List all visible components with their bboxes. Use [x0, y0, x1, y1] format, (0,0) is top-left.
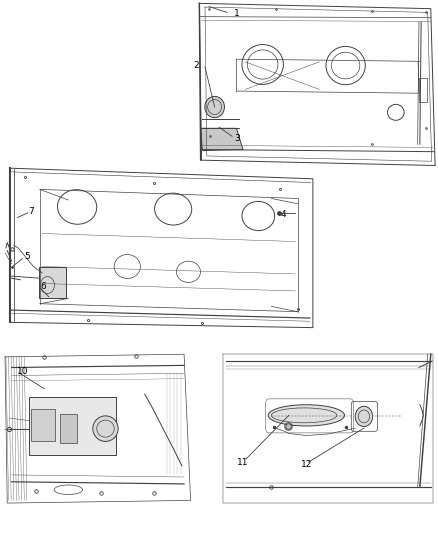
Text: 2: 2 [194, 61, 199, 70]
Ellipse shape [268, 405, 345, 426]
FancyBboxPatch shape [60, 414, 77, 443]
Text: 6: 6 [41, 281, 46, 290]
Ellipse shape [205, 96, 224, 118]
FancyBboxPatch shape [29, 397, 117, 455]
Text: 4: 4 [281, 210, 286, 219]
Text: 10: 10 [17, 367, 29, 376]
Text: 12: 12 [300, 460, 312, 469]
Text: 1: 1 [234, 10, 240, 19]
Text: 5: 5 [24, 253, 30, 261]
FancyBboxPatch shape [39, 266, 66, 298]
FancyBboxPatch shape [31, 409, 55, 441]
Ellipse shape [93, 416, 118, 441]
Text: 3: 3 [234, 134, 240, 143]
Text: 11: 11 [237, 458, 249, 466]
Polygon shape [201, 128, 243, 151]
Text: 7: 7 [28, 207, 34, 216]
Ellipse shape [355, 406, 373, 426]
